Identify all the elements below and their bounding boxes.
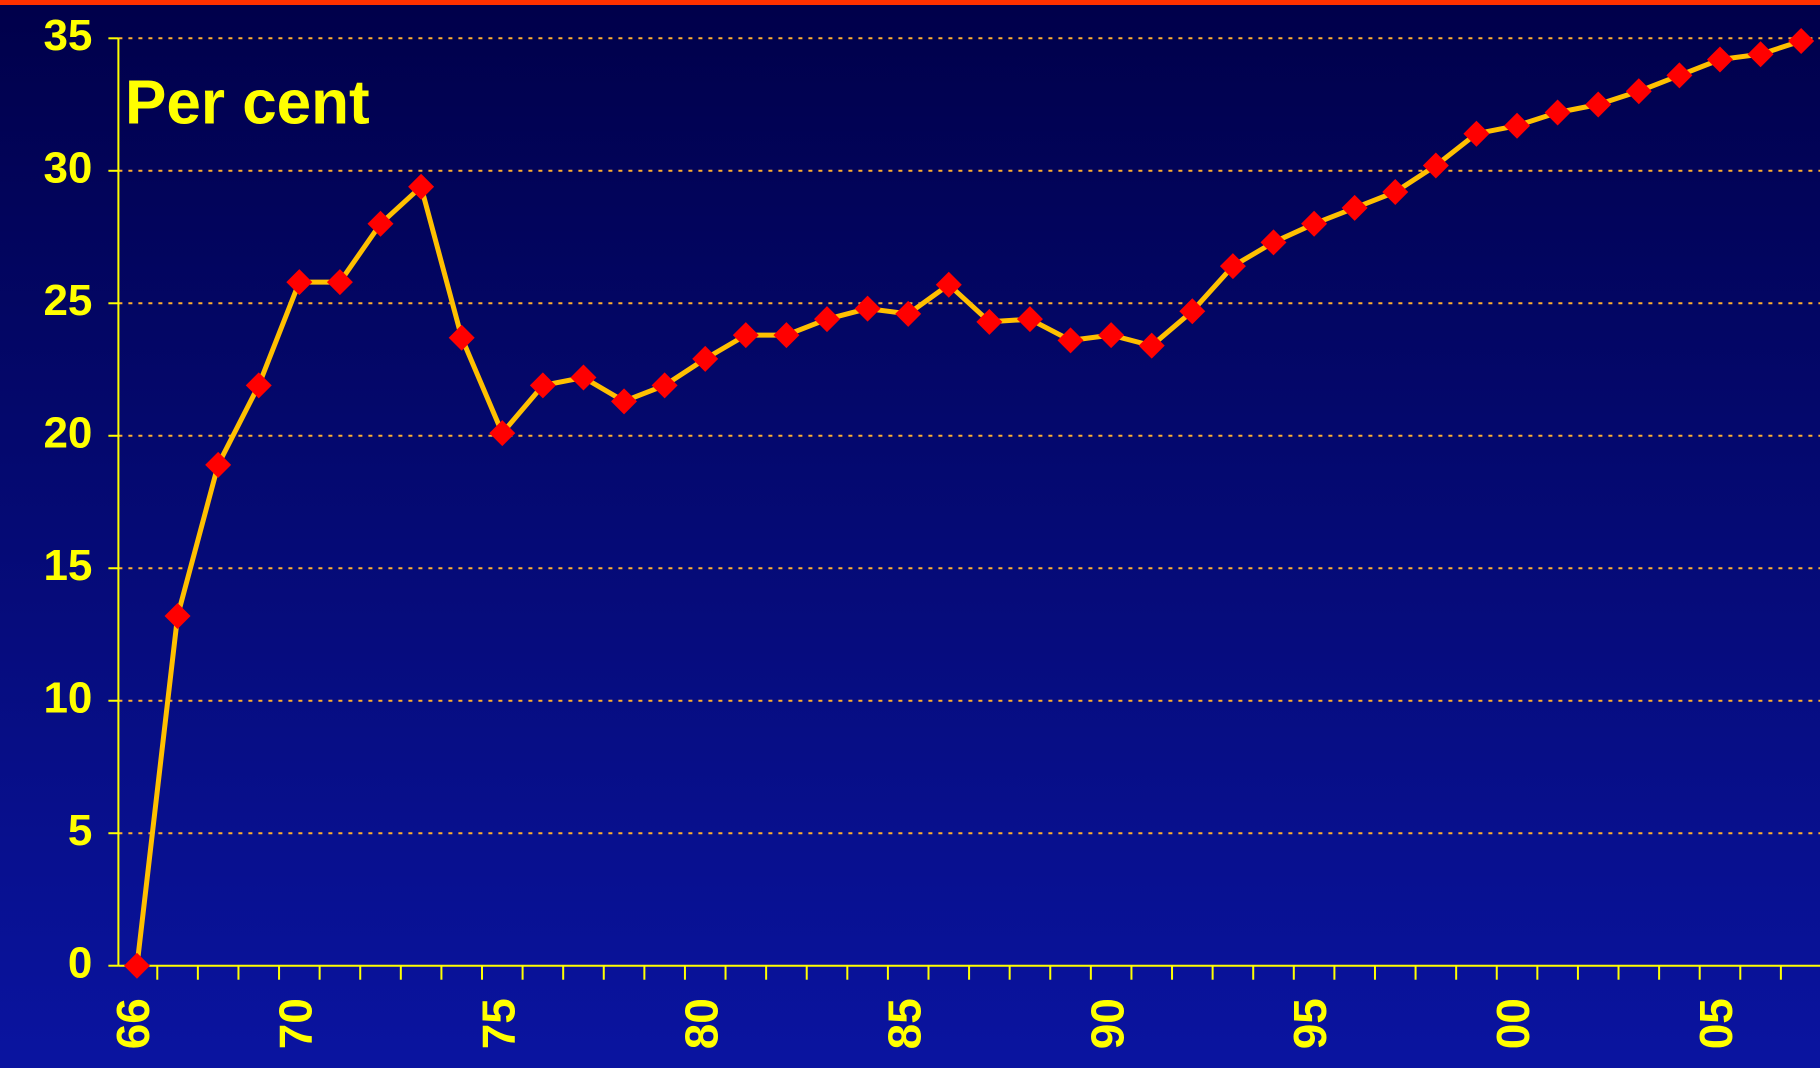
- data-point: [326, 269, 353, 296]
- data-point: [1179, 298, 1206, 325]
- data-point: [1666, 62, 1693, 89]
- y-tick-label: 25: [43, 276, 92, 325]
- data-point: [448, 324, 475, 351]
- data-point: [245, 372, 272, 399]
- data-point: [611, 388, 638, 415]
- x-tick-label: 95: [1284, 998, 1336, 1049]
- data-point: [1260, 229, 1287, 256]
- data-point: [489, 420, 516, 447]
- x-tick-label: 90: [1081, 998, 1133, 1049]
- data-point: [1301, 210, 1328, 237]
- y-tick-label: 0: [68, 938, 92, 987]
- x-tick-label: 75: [472, 998, 524, 1049]
- data-point: [1098, 322, 1125, 349]
- data-point: [367, 210, 394, 237]
- top-strip: [0, 0, 1820, 5]
- data-point: [529, 372, 556, 399]
- y-tick-label: 35: [43, 11, 92, 60]
- data-point: [692, 345, 719, 372]
- data-point: [286, 269, 313, 296]
- data-point: [976, 308, 1003, 335]
- y-tick-label: 5: [68, 806, 92, 855]
- data-point: [1585, 91, 1612, 118]
- data-point: [935, 271, 962, 298]
- y-tick-label: 10: [43, 673, 92, 722]
- data-point: [1422, 152, 1449, 179]
- data-point: [1138, 332, 1165, 359]
- data-point: [570, 364, 597, 391]
- x-tick-label: 05: [1690, 998, 1742, 1049]
- y-axis-label: Per cent: [125, 68, 370, 137]
- data-point: [205, 451, 232, 478]
- data-point: [813, 306, 840, 333]
- data-point: [1057, 327, 1084, 354]
- x-tick-label: 80: [675, 998, 727, 1049]
- data-point: [732, 322, 759, 349]
- y-tick-label: 30: [43, 143, 92, 192]
- x-tick-label: 85: [878, 998, 930, 1049]
- x-tick-label: 70: [269, 998, 321, 1049]
- data-point: [895, 300, 922, 327]
- data-point: [123, 952, 150, 979]
- data-point: [1788, 27, 1815, 54]
- data-point: [1219, 253, 1246, 280]
- data-point: [408, 173, 435, 200]
- data-point: [1706, 46, 1733, 73]
- data-point: [1625, 78, 1652, 105]
- data-point: [1504, 112, 1531, 139]
- data-point: [1382, 178, 1409, 205]
- y-tick-label: 20: [43, 408, 92, 457]
- data-point: [164, 602, 191, 629]
- data-point: [651, 372, 678, 399]
- data-point: [1341, 194, 1368, 221]
- x-tick-label: 00: [1487, 998, 1539, 1049]
- data-point: [1747, 41, 1774, 68]
- x-tick-label: 66: [107, 998, 159, 1049]
- data-point: [854, 295, 881, 322]
- data-point: [1544, 99, 1571, 126]
- data-point: [1016, 306, 1043, 333]
- data-point: [773, 322, 800, 349]
- data-point: [1463, 120, 1490, 147]
- y-tick-label: 15: [43, 541, 92, 590]
